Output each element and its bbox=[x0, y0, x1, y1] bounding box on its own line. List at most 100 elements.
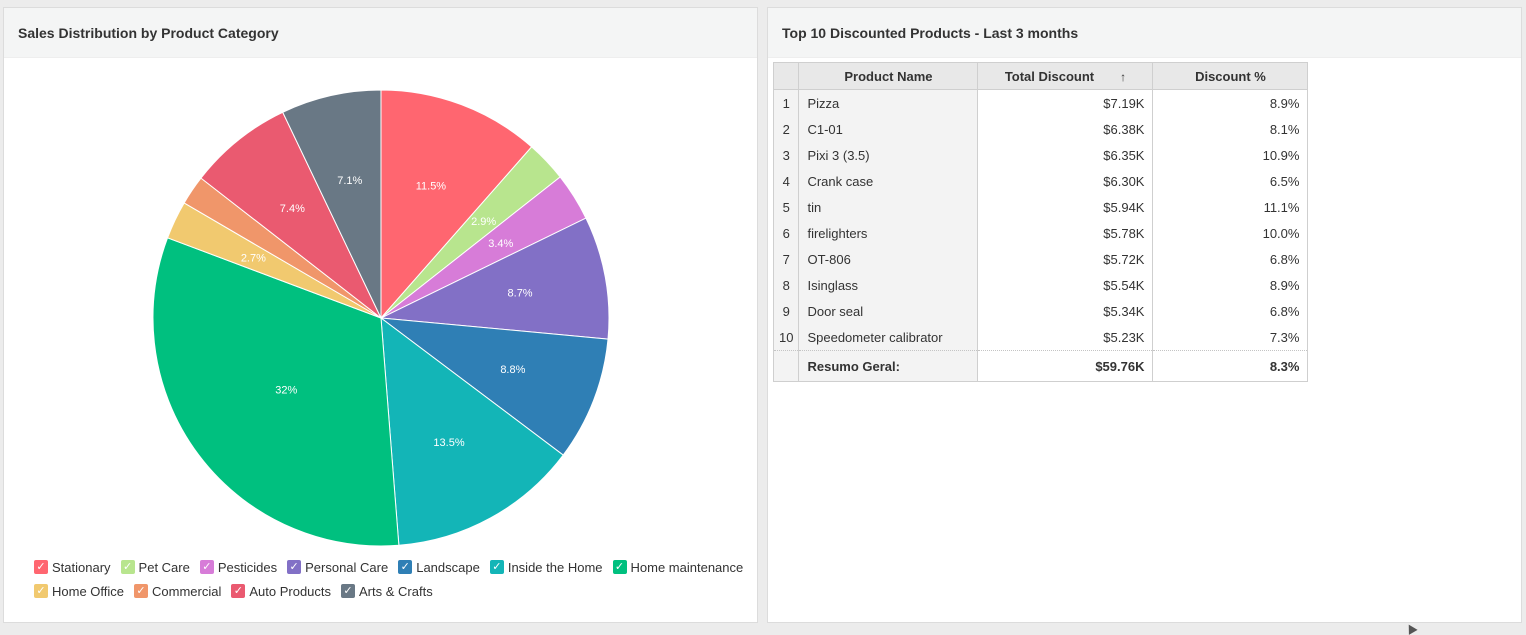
index-column-header bbox=[772, 62, 800, 90]
legend-label: Arts & Crafts bbox=[359, 583, 433, 599]
table-row[interactable]: 6 firelighters $5.78K 10.0% bbox=[772, 220, 1309, 246]
legend-item[interactable]: ✓ Pet Care bbox=[120, 559, 190, 575]
product-name: C1-01 bbox=[798, 116, 979, 142]
pie-slice[interactable] bbox=[380, 316, 564, 546]
discount-percent: 8.1% bbox=[1152, 116, 1309, 142]
row-index: 9 bbox=[772, 298, 800, 324]
legend-label: Home maintenance bbox=[630, 559, 744, 575]
column-label: Discount % bbox=[1195, 68, 1266, 84]
checkbox-check-icon[interactable]: ✓ bbox=[231, 584, 246, 598]
total-discount: $7.19K bbox=[977, 89, 1154, 116]
table-row[interactable]: 5 tin $5.94K 11.1% bbox=[772, 194, 1309, 220]
summary-percent: 8.3% bbox=[1152, 350, 1309, 382]
checkbox-check-icon[interactable]: ✓ bbox=[398, 560, 413, 574]
legend-item[interactable]: ✓ Stationary bbox=[34, 559, 111, 575]
table-row[interactable]: 2 C1-01 $6.38K 8.1% bbox=[772, 116, 1309, 142]
slice-data-label: 8.8% bbox=[500, 364, 525, 376]
checkbox-check-icon[interactable]: ✓ bbox=[199, 560, 214, 574]
table-row[interactable]: 4 Crank case $6.30K 6.5% bbox=[772, 168, 1309, 194]
total-discount: $5.72K bbox=[977, 246, 1154, 272]
legend-item[interactable]: ✓ Home Office bbox=[34, 583, 124, 599]
legend-label: Commercial bbox=[152, 583, 222, 599]
table-row[interactable]: 1 Pizza $7.19K 8.9% bbox=[772, 89, 1309, 116]
legend-item[interactable]: ✓ Personal Care bbox=[287, 559, 388, 575]
legend-item[interactable]: ✓ Inside the Home bbox=[489, 559, 603, 575]
product-name-column-header[interactable]: Product Name bbox=[798, 62, 979, 90]
checkbox-check-icon[interactable]: ✓ bbox=[341, 584, 356, 598]
product-name: tin bbox=[798, 194, 979, 220]
total-discount-column-header[interactable]: Total Discount ↑ bbox=[977, 62, 1154, 90]
row-index: 5 bbox=[772, 194, 800, 220]
summary-total: $59.76K bbox=[977, 350, 1154, 382]
legend-label: Auto Products bbox=[249, 583, 332, 599]
checkbox-check-icon[interactable]: ✓ bbox=[287, 560, 302, 574]
legend-item[interactable]: ✓ Arts & Crafts bbox=[341, 583, 433, 599]
checkbox-check-icon[interactable]: ✓ bbox=[489, 560, 504, 574]
slice-data-label: 3.4% bbox=[488, 238, 513, 250]
table-row[interactable]: 10 Speedometer calibrator $5.23K 7.3% bbox=[772, 324, 1309, 351]
pie-slice[interactable] bbox=[282, 89, 382, 319]
legend-item[interactable]: ✓ Landscape bbox=[398, 559, 480, 575]
discount-percent: 8.9% bbox=[1152, 89, 1309, 116]
discount-percent: 8.9% bbox=[1152, 272, 1309, 298]
pie-slice[interactable] bbox=[379, 217, 610, 340]
chart-legend: ✓ Stationary ✓ Pet Care ✓ Pesticides ✓ Personal… bbox=[34, 559, 744, 599]
legend-label: Landscape bbox=[416, 559, 480, 575]
discount-percent: 6.8% bbox=[1152, 246, 1309, 272]
legend-item[interactable]: ✓ Home maintenance bbox=[612, 559, 744, 575]
panel-title: Sales Distribution by Product Category bbox=[18, 24, 279, 41]
slice-data-label: 7.1% bbox=[337, 175, 362, 187]
discount-percent: 10.9% bbox=[1152, 142, 1309, 168]
slice-data-label: 2.7% bbox=[241, 252, 266, 264]
slice-data-label: 11.5% bbox=[416, 181, 447, 193]
checkbox-check-icon[interactable]: ✓ bbox=[134, 584, 149, 598]
table-row[interactable]: 9 Door seal $5.34K 6.8% bbox=[772, 298, 1309, 324]
legend-label: Home Office bbox=[52, 583, 125, 599]
checkbox-check-icon[interactable]: ✓ bbox=[34, 560, 48, 574]
legend-label: Pesticides bbox=[217, 559, 278, 575]
product-name: Isinglass bbox=[798, 272, 979, 298]
checkbox-check-icon[interactable]: ✓ bbox=[612, 560, 627, 574]
panel-header: Sales Distribution by Product Category bbox=[4, 8, 757, 58]
row-index: 7 bbox=[772, 246, 800, 272]
discount-percent: 7.3% bbox=[1152, 324, 1309, 351]
total-discount: $6.30K bbox=[977, 168, 1154, 194]
product-name: Crank case bbox=[798, 168, 979, 194]
row-index: 1 bbox=[772, 89, 800, 116]
row-index: 10 bbox=[772, 324, 800, 351]
legend-item[interactable]: ✓ Commercial bbox=[134, 583, 221, 599]
column-label: Product Name bbox=[844, 68, 933, 84]
table-header-row: Product Name Total Discount ↑ Discount % bbox=[772, 62, 1309, 90]
legend-label: Pet Care bbox=[138, 559, 190, 575]
discount-percent: 6.5% bbox=[1152, 168, 1309, 194]
legend-item[interactable]: ✓ Auto Products bbox=[231, 583, 331, 599]
table-row[interactable]: 7 OT-806 $5.72K 6.8% bbox=[772, 246, 1309, 272]
pie-slice[interactable] bbox=[200, 111, 382, 319]
total-discount: $6.38K bbox=[977, 116, 1154, 142]
summary-row: Resumo Geral: $59.76K 8.3% bbox=[772, 350, 1309, 382]
pie-chart[interactable]: 11.5% 2.9% 3.4% 8.7% 8.8% 13.5% 32% 2.7% 7.4% 7.1… bbox=[4, 58, 759, 553]
product-name: Speedometer calibrator bbox=[798, 324, 979, 351]
pie-slice[interactable] bbox=[152, 237, 400, 547]
row-index: 2 bbox=[772, 116, 800, 142]
product-name: firelighters bbox=[798, 220, 979, 246]
slice-data-label: 7.4% bbox=[280, 203, 305, 215]
legend-item[interactable]: ✓ Pesticides bbox=[199, 559, 278, 575]
table-row[interactable]: 3 Pixi 3 (3.5) $6.35K 10.9% bbox=[772, 142, 1309, 168]
checkbox-check-icon[interactable]: ✓ bbox=[34, 584, 48, 598]
slice-data-label: 2.9% bbox=[471, 216, 496, 228]
checkbox-check-icon[interactable]: ✓ bbox=[120, 560, 135, 574]
total-discount: $5.23K bbox=[977, 324, 1154, 351]
total-discount: $6.35K bbox=[977, 142, 1154, 168]
row-index: 3 bbox=[772, 142, 800, 168]
summary-index bbox=[772, 350, 800, 382]
table-row[interactable]: 8 Isinglass $5.54K 8.9% bbox=[772, 272, 1309, 298]
slice-data-label: 32% bbox=[275, 384, 297, 396]
total-discount: $5.34K bbox=[977, 298, 1154, 324]
arrow-up-icon[interactable]: ↑ bbox=[1120, 69, 1127, 84]
product-name: Pixi 3 (3.5) bbox=[798, 142, 979, 168]
product-name: OT-806 bbox=[798, 246, 979, 272]
pie-slice[interactable] bbox=[379, 317, 609, 456]
discount-percent-column-header[interactable]: Discount % bbox=[1152, 62, 1309, 90]
pie-slice[interactable] bbox=[380, 89, 533, 320]
